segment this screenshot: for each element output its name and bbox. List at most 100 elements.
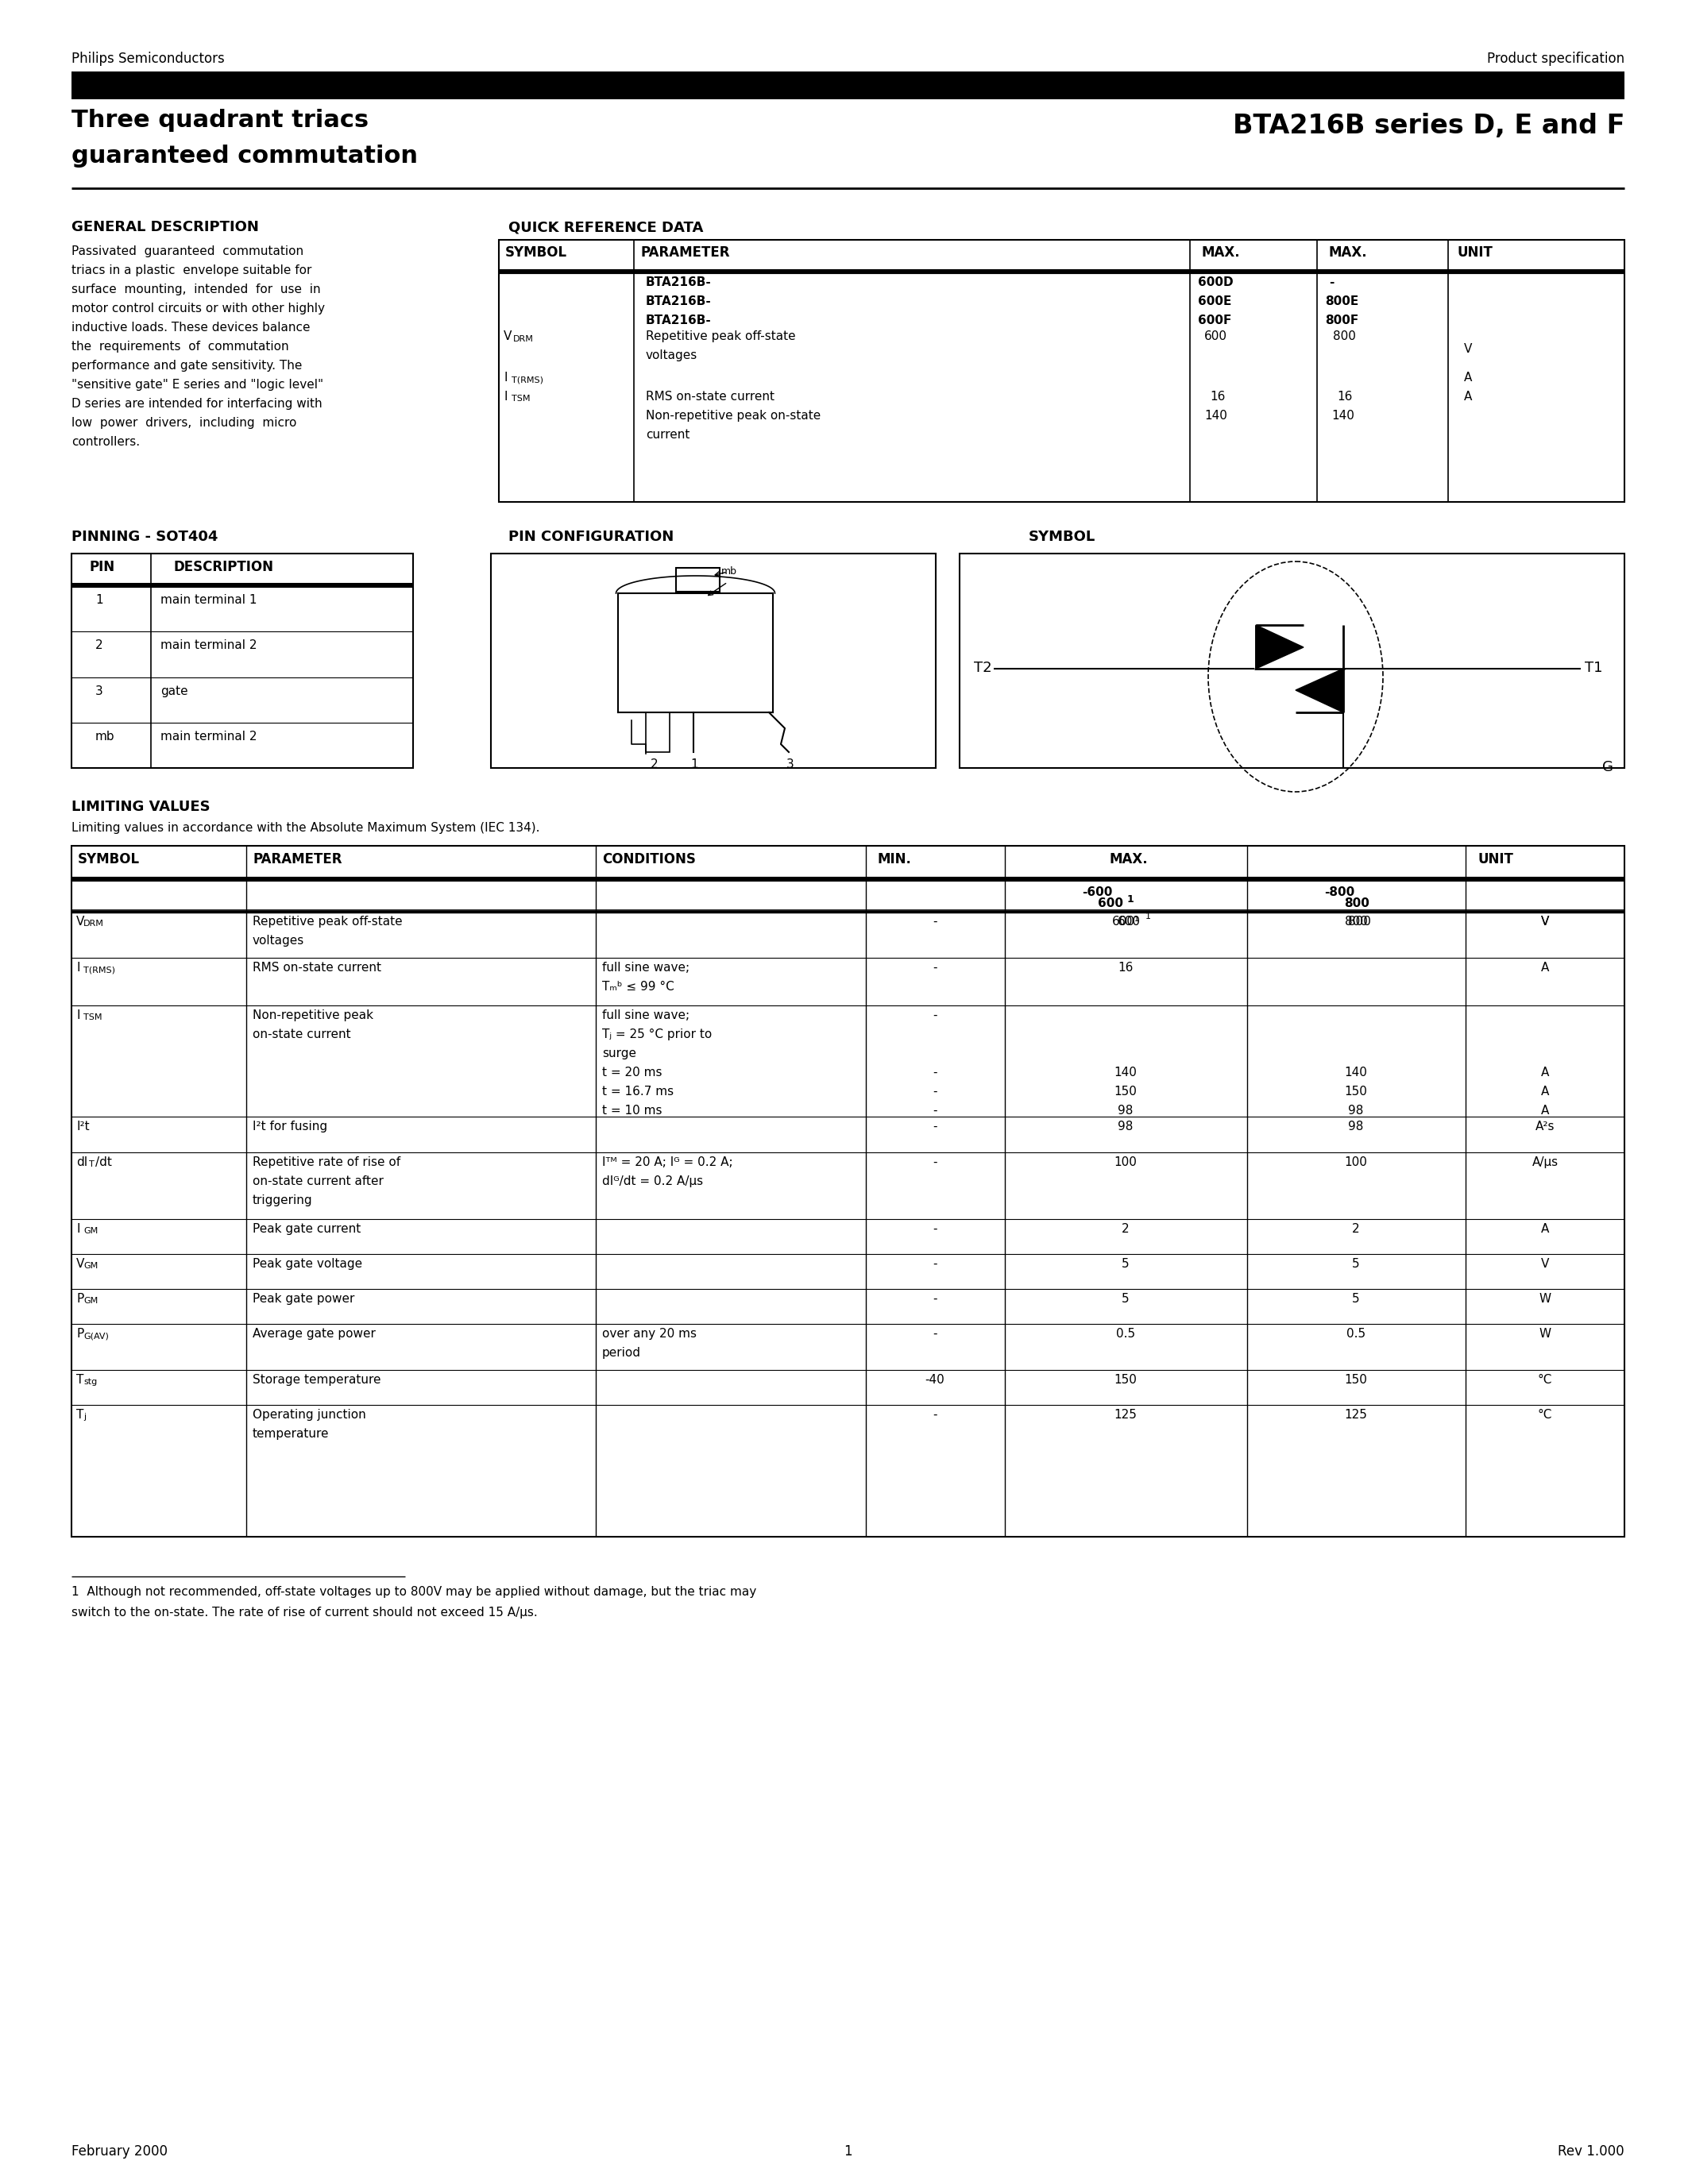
- Text: BTA216B-: BTA216B-: [647, 295, 712, 308]
- Text: 5: 5: [1123, 1258, 1129, 1269]
- Text: triacs in a plastic  envelope suitable for: triacs in a plastic envelope suitable fo…: [71, 264, 312, 277]
- Text: low  power  drivers,  including  micro: low power drivers, including micro: [71, 417, 297, 428]
- Polygon shape: [1256, 625, 1303, 668]
- Text: P: P: [76, 1328, 84, 1339]
- Text: UNIT: UNIT: [1477, 852, 1512, 867]
- Bar: [959, 553, 1624, 769]
- Text: DESCRIPTION: DESCRIPTION: [174, 559, 273, 574]
- Text: Product specification: Product specification: [1487, 52, 1624, 66]
- Text: V: V: [76, 915, 84, 928]
- Text: mb: mb: [721, 566, 738, 577]
- Text: DRM: DRM: [83, 919, 105, 928]
- Text: 600E: 600E: [1198, 295, 1232, 308]
- Text: main terminal 2: main terminal 2: [160, 640, 257, 651]
- Text: 100: 100: [1344, 1155, 1367, 1168]
- Text: TSM: TSM: [511, 395, 530, 402]
- Text: T(RMS): T(RMS): [83, 965, 115, 974]
- Text: triggering: triggering: [253, 1195, 312, 1206]
- Text: February 2000: February 2000: [71, 2145, 167, 2158]
- Text: -: -: [933, 1066, 937, 1079]
- Text: BTA216B series D, E and F: BTA216B series D, E and F: [1232, 114, 1624, 140]
- Text: I: I: [503, 371, 506, 384]
- Text: GM: GM: [83, 1227, 98, 1234]
- Text: Repetitive peak off-state: Repetitive peak off-state: [253, 915, 402, 928]
- Text: main terminal 1: main terminal 1: [160, 594, 257, 605]
- Text: mb: mb: [95, 729, 115, 743]
- Text: Three quadrant triacs: Three quadrant triacs: [71, 109, 368, 131]
- Text: °C: °C: [1538, 1374, 1553, 1387]
- Text: on-state current after: on-state current after: [253, 1175, 383, 1188]
- Text: surge: surge: [603, 1048, 636, 1059]
- Text: BTA216B-: BTA216B-: [647, 277, 712, 288]
- Text: PIN: PIN: [89, 559, 115, 574]
- Text: 2: 2: [1123, 1223, 1129, 1234]
- Text: PINNING - SOT404: PINNING - SOT404: [71, 531, 218, 544]
- Text: LIMITING VALUES: LIMITING VALUES: [71, 799, 211, 815]
- Text: BTA216B-: BTA216B-: [647, 314, 712, 325]
- Text: 600: 600: [1117, 915, 1141, 928]
- Text: Tⱼ = 25 °C prior to: Tⱼ = 25 °C prior to: [603, 1029, 712, 1040]
- Text: 98: 98: [1349, 1105, 1364, 1116]
- Text: 1: 1: [1128, 893, 1134, 904]
- Text: 3: 3: [95, 686, 103, 697]
- Text: G(AV): G(AV): [83, 1332, 108, 1339]
- Text: 0.5: 0.5: [1347, 1328, 1366, 1339]
- Text: -: -: [933, 1223, 937, 1234]
- Text: T2: T2: [974, 662, 993, 675]
- Text: 140: 140: [1204, 411, 1227, 422]
- Text: Peak gate power: Peak gate power: [253, 1293, 354, 1304]
- Text: A: A: [1541, 1085, 1550, 1099]
- Text: -: -: [933, 1409, 937, 1422]
- Text: Average gate power: Average gate power: [253, 1328, 376, 1339]
- Text: A: A: [1541, 1223, 1550, 1234]
- Text: V: V: [1463, 343, 1472, 356]
- Text: -: -: [933, 1328, 937, 1339]
- Text: MAX.: MAX.: [1202, 245, 1241, 260]
- Text: -: -: [933, 1009, 937, 1022]
- Text: A: A: [1463, 371, 1472, 384]
- Text: 98: 98: [1349, 1120, 1364, 1133]
- Text: 125: 125: [1344, 1409, 1367, 1422]
- Text: PARAMETER: PARAMETER: [640, 245, 729, 260]
- Text: 150: 150: [1344, 1085, 1367, 1099]
- Text: dI: dI: [76, 1155, 88, 1168]
- Text: -: -: [933, 961, 937, 974]
- Text: T1: T1: [1585, 662, 1602, 675]
- Text: Operating junction: Operating junction: [253, 1409, 366, 1422]
- Text: the  requirements  of  commutation: the requirements of commutation: [71, 341, 289, 352]
- Text: -: -: [933, 1085, 937, 1099]
- Text: Tₘᵇ ≤ 99 °C: Tₘᵇ ≤ 99 °C: [603, 981, 674, 994]
- Text: I: I: [503, 391, 506, 402]
- Text: 800: 800: [1344, 915, 1367, 928]
- Text: on-state current: on-state current: [253, 1029, 351, 1040]
- Text: 140: 140: [1344, 1066, 1367, 1079]
- Text: SYMBOL: SYMBOL: [78, 852, 140, 867]
- Text: RMS on-state current: RMS on-state current: [647, 391, 775, 402]
- Bar: [71, 845, 1624, 1538]
- Text: Peak gate current: Peak gate current: [253, 1223, 361, 1234]
- Text: 800: 800: [1344, 898, 1369, 909]
- Text: voltages: voltages: [253, 935, 304, 946]
- Text: T: T: [76, 1374, 84, 1387]
- Text: 1: 1: [95, 594, 103, 605]
- Text: current: current: [647, 428, 690, 441]
- Text: D series are intended for interfacing with: D series are intended for interfacing wi…: [71, 397, 322, 411]
- Text: -: -: [1328, 277, 1334, 288]
- Text: RMS on-state current: RMS on-state current: [253, 961, 381, 974]
- Text: over any 20 ms: over any 20 ms: [603, 1328, 697, 1339]
- Text: QUICK REFERENCE DATA: QUICK REFERENCE DATA: [508, 221, 704, 234]
- Text: 98: 98: [1117, 1105, 1133, 1116]
- Text: A/μs: A/μs: [1533, 1155, 1558, 1168]
- Text: A: A: [1541, 961, 1550, 974]
- Text: 3: 3: [787, 758, 793, 771]
- Text: I²t for fusing: I²t for fusing: [253, 1120, 327, 1133]
- Text: guaranteed commutation: guaranteed commutation: [71, 144, 419, 168]
- Text: I: I: [76, 1009, 79, 1022]
- Text: PARAMETER: PARAMETER: [253, 852, 343, 867]
- Text: DRM: DRM: [513, 334, 533, 343]
- Text: switch to the on-state. The rate of rise of current should not exceed 15 A/μs.: switch to the on-state. The rate of rise…: [71, 1607, 537, 1618]
- Polygon shape: [1296, 668, 1344, 712]
- Text: Iᵀᴹ = 20 A; Iᴳ = 0.2 A;: Iᵀᴹ = 20 A; Iᴳ = 0.2 A;: [603, 1155, 733, 1168]
- Text: °C: °C: [1538, 1409, 1553, 1422]
- Text: GM: GM: [83, 1262, 98, 1269]
